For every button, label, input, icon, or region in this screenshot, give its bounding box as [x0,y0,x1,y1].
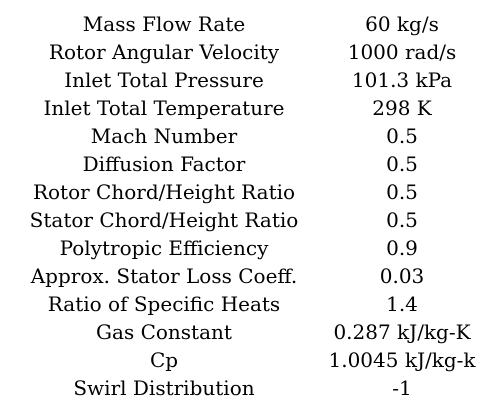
parameter-value: 0.5 [386,152,418,176]
table-row: Ratio of Specific Heats 1.4 [10,290,486,318]
parameter-value: 0.9 [386,236,418,260]
parameter-name: Mass Flow Rate [82,12,246,36]
table-row: Rotor Chord/Height Ratio 0.5 [10,178,486,206]
table-row: Stator Chord/Height Ratio 0.5 [10,206,486,234]
parameter-value: 60 kg/s [365,12,439,36]
parameter-value: 298 K [372,96,432,120]
parameter-name: Swirl Distribution [73,376,255,400]
parameter-name: Ratio of Specific Heats [47,292,281,316]
parameter-name: Rotor Chord/Height Ratio [32,180,296,204]
table-row: Mass Flow Rate 60 kg/s [10,10,486,38]
parameters-table: Mass Flow Rate 60 kg/s Rotor Angular Vel… [10,10,486,402]
parameter-name: Diffusion Factor [82,152,246,176]
parameter-name: Polytropic Efficiency [59,236,269,260]
parameter-name: Inlet Total Temperature [43,96,285,120]
parameter-value: 101.3 kPa [351,68,453,92]
table-row: Cp 1.0045 kJ/kg-k [10,346,486,374]
parameter-value: 0.287 kJ/kg-K [333,320,471,344]
parameter-name: Stator Chord/Height Ratio [29,208,299,232]
parameter-value: 0.5 [386,208,418,232]
table-row: Approx. Stator Loss Coeff. 0.03 [10,262,486,290]
table-row: Polytropic Efficiency 0.9 [10,234,486,262]
table-row: Inlet Total Temperature 298 K [10,94,486,122]
parameter-name: Gas Constant [96,320,232,344]
parameter-name: Rotor Angular Velocity [48,40,280,64]
table-row: Mach Number 0.5 [10,122,486,150]
parameter-name: Approx. Stator Loss Coeff. [30,264,298,288]
parameter-value: 0.5 [386,180,418,204]
parameter-value: 1.0045 kJ/kg-k [328,348,476,372]
parameter-value: -1 [392,376,412,400]
parameter-value: 1.4 [386,292,418,316]
parameter-name: Mach Number [90,124,238,148]
table-row: Gas Constant 0.287 kJ/kg-K [10,318,486,346]
table-row: Swirl Distribution -1 [10,374,486,402]
table-row: Rotor Angular Velocity 1000 rad/s [10,38,486,66]
parameter-value: 1000 rad/s [347,40,457,64]
parameter-name: Inlet Total Pressure [64,68,264,92]
parameter-value: 0.5 [386,124,418,148]
parameter-name: Cp [149,348,179,372]
parameters-table-body: Mass Flow Rate 60 kg/s Rotor Angular Vel… [10,10,486,402]
parameter-value: 0.03 [379,264,425,288]
table-row: Diffusion Factor 0.5 [10,150,486,178]
table-row: Inlet Total Pressure 101.3 kPa [10,66,486,94]
